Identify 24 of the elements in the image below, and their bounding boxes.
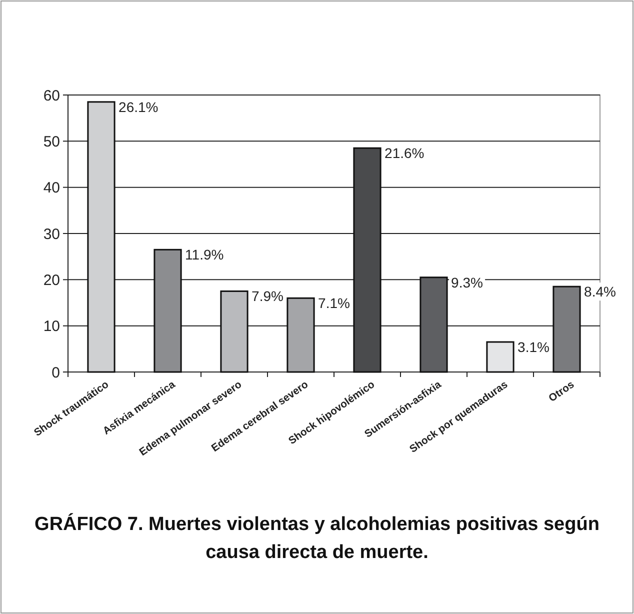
bar bbox=[552, 286, 581, 373]
bar bbox=[353, 147, 382, 373]
bar bbox=[420, 276, 448, 373]
y-tick-label: 50 bbox=[43, 133, 60, 150]
bar bbox=[87, 101, 116, 373]
bar bbox=[486, 341, 514, 373]
y-tick-label: 0 bbox=[52, 364, 60, 382]
annotation: 8.4% bbox=[584, 284, 616, 300]
text: GRÁFICO 7. Muertes violentas y alcoholemias positivas según causa directa de muerte. bbox=[34, 513, 600, 563]
y-tick-label: 10 bbox=[43, 318, 60, 336]
y-tick-label: 20 bbox=[43, 272, 60, 289]
bar bbox=[220, 290, 248, 373]
y-tick-label: 60 bbox=[43, 87, 60, 104]
y-tick-label: 30 bbox=[43, 226, 60, 243]
y-tick-label: 40 bbox=[43, 180, 60, 197]
annotation: 21.6% bbox=[384, 145, 424, 162]
bar bbox=[286, 297, 315, 373]
annotation: 26.1% bbox=[118, 98, 158, 115]
bar bbox=[154, 248, 182, 373]
annotation: 7.9% bbox=[252, 288, 284, 304]
annotation: 9.3% bbox=[451, 274, 483, 290]
annotation: 7.1% bbox=[318, 295, 350, 312]
annotation: 11.9% bbox=[185, 246, 224, 263]
annotation: 3.1% bbox=[518, 338, 550, 355]
